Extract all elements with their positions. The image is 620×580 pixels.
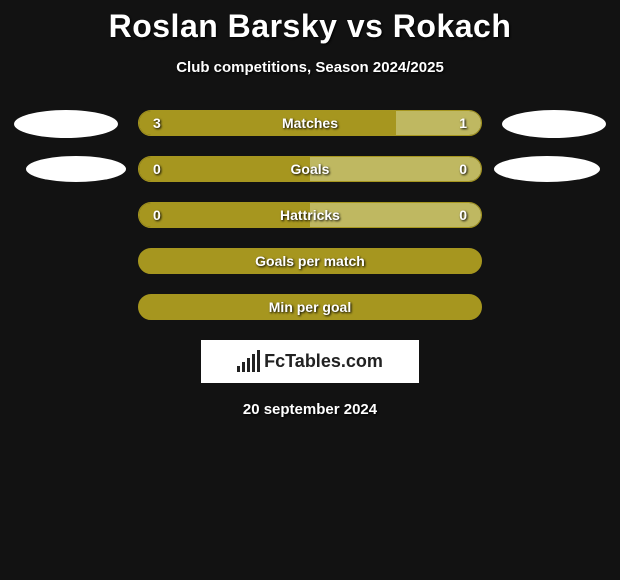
stat-right-value: 1: [447, 115, 467, 131]
stat-name: Goals per match: [139, 253, 481, 269]
stat-labels: 3Matches1: [139, 111, 481, 135]
stat-right-value: 0: [447, 207, 467, 223]
stat-name: Goals: [139, 161, 481, 177]
stat-labels: 0Goals0: [139, 157, 481, 181]
stat-right-value: 0: [447, 161, 467, 177]
stat-row-matches: 3Matches1: [138, 110, 482, 136]
right-avatar-2: [494, 156, 600, 182]
comparison-widget: Roslan Barsky vs Rokach Club competition…: [0, 0, 620, 580]
subtitle: Club competitions, Season 2024/2025: [0, 59, 620, 76]
fctables-logo: FcTables.com: [237, 351, 383, 372]
date-label: 20 september 2024: [0, 401, 620, 418]
logo-bar: [247, 358, 250, 372]
stat-row-hattricks: 0Hattricks0: [138, 202, 482, 228]
stat-row-goals: 0Goals0: [138, 156, 482, 182]
stat-left-value: 3: [153, 115, 173, 131]
logo-bar: [242, 362, 245, 372]
stat-row-goals-per-match: Goals per match: [138, 248, 482, 274]
stat-name: Matches: [139, 115, 481, 131]
page-title: Roslan Barsky vs Rokach: [0, 0, 620, 45]
stat-left-value: 0: [153, 207, 173, 223]
logo-bars-icon: [237, 352, 260, 372]
stat-labels: 0Hattricks0: [139, 203, 481, 227]
logo-bar: [237, 366, 240, 372]
stat-left-value: 0: [153, 161, 173, 177]
stat-rows: 3Matches10Goals00Hattricks0Goals per mat…: [138, 110, 482, 320]
right-avatar-1: [502, 110, 606, 138]
left-avatar-1: [14, 110, 118, 138]
logo-bar: [257, 350, 260, 372]
logo-bar: [252, 354, 255, 372]
body-area: 3Matches10Goals00Hattricks0Goals per mat…: [0, 110, 620, 418]
left-avatar-2: [26, 156, 126, 182]
fctables-logo-box[interactable]: FcTables.com: [201, 340, 419, 383]
logo-text: FcTables.com: [264, 351, 383, 372]
stat-row-min-per-goal: Min per goal: [138, 294, 482, 320]
stat-name: Min per goal: [139, 299, 481, 315]
stat-name: Hattricks: [139, 207, 481, 223]
